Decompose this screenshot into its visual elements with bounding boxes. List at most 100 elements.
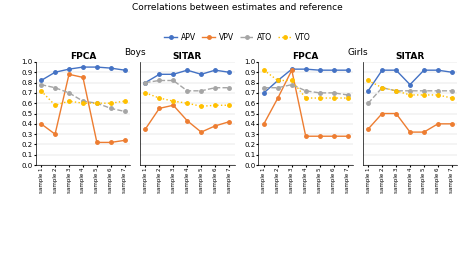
VPV — [331, 135, 337, 138]
VPV — [38, 122, 44, 125]
VTO — [108, 102, 114, 105]
Line: APV: APV — [366, 68, 454, 93]
VPV — [289, 69, 295, 72]
VPV — [52, 133, 58, 136]
ATO — [38, 83, 44, 86]
VTO — [331, 96, 337, 100]
APV — [143, 81, 148, 84]
APV — [198, 73, 204, 76]
APV — [379, 69, 385, 72]
APV — [156, 73, 162, 76]
ATO — [94, 102, 100, 105]
ATO — [421, 89, 427, 92]
ATO — [331, 91, 337, 94]
APV — [52, 71, 58, 74]
ATO — [108, 107, 114, 110]
APV — [365, 89, 371, 92]
ATO — [261, 86, 267, 89]
APV — [226, 71, 232, 74]
APV — [407, 83, 413, 86]
APV — [303, 68, 309, 71]
ATO — [212, 86, 218, 89]
VPV — [226, 120, 232, 123]
ATO — [435, 89, 441, 92]
Line: ATO: ATO — [366, 86, 454, 105]
ATO — [289, 83, 295, 86]
VTO — [156, 96, 162, 100]
ATO — [303, 89, 309, 92]
VTO — [421, 93, 427, 96]
VPV — [261, 122, 267, 125]
VTO — [143, 91, 148, 94]
VTO — [38, 89, 44, 92]
ATO — [143, 81, 148, 84]
APV — [122, 69, 128, 72]
Legend: APV, VPV, ATO, VTO: APV, VPV, ATO, VTO — [161, 30, 313, 45]
VTO — [52, 104, 58, 107]
VTO — [198, 105, 204, 108]
VPV — [421, 131, 427, 134]
APV — [171, 73, 176, 76]
Line: APV: APV — [39, 65, 127, 82]
VPV — [303, 135, 309, 138]
VTO — [379, 86, 385, 89]
Line: ATO: ATO — [262, 83, 349, 97]
Text: Girls: Girls — [347, 48, 368, 57]
APV — [289, 68, 295, 71]
Title: FPCA: FPCA — [292, 52, 319, 61]
Line: ATO: ATO — [39, 83, 127, 113]
VTO — [345, 96, 350, 100]
APV — [393, 69, 399, 72]
ATO — [171, 79, 176, 82]
APV — [449, 71, 455, 74]
VTO — [449, 96, 455, 100]
ATO — [275, 86, 281, 89]
ATO — [122, 110, 128, 113]
VPV — [143, 127, 148, 131]
APV — [435, 69, 441, 72]
APV — [345, 69, 350, 72]
ATO — [407, 89, 413, 92]
VPV — [345, 135, 350, 138]
ATO — [379, 86, 385, 89]
Text: Correlations between estimates and reference: Correlations between estimates and refer… — [132, 3, 342, 12]
VPV — [80, 76, 86, 79]
Title: SITAR: SITAR — [173, 52, 202, 61]
VTO — [275, 79, 281, 82]
Line: VPV: VPV — [39, 72, 127, 144]
Line: VTO: VTO — [144, 91, 231, 108]
APV — [421, 69, 427, 72]
VTO — [80, 102, 86, 105]
APV — [317, 69, 322, 72]
VTO — [212, 104, 218, 107]
Line: VPV: VPV — [262, 68, 349, 138]
VTO — [303, 96, 309, 100]
Line: VTO: VTO — [39, 89, 127, 107]
ATO — [156, 79, 162, 82]
ATO — [365, 102, 371, 105]
APV — [275, 79, 281, 82]
VTO — [317, 96, 322, 100]
ATO — [226, 86, 232, 89]
Line: VPV: VPV — [144, 103, 231, 134]
VPV — [108, 141, 114, 144]
VTO — [435, 93, 441, 96]
ATO — [66, 91, 72, 94]
VPV — [66, 73, 72, 76]
APV — [184, 69, 190, 72]
ATO — [198, 89, 204, 92]
VPV — [184, 119, 190, 122]
Line: ATO: ATO — [144, 79, 231, 93]
VPV — [379, 112, 385, 115]
APV — [38, 79, 44, 82]
VTO — [171, 100, 176, 103]
VPV — [212, 124, 218, 127]
VTO — [261, 69, 267, 72]
ATO — [80, 100, 86, 103]
Line: VPV: VPV — [366, 112, 454, 134]
VPV — [449, 122, 455, 125]
APV — [212, 69, 218, 72]
VPV — [365, 127, 371, 131]
ATO — [345, 93, 350, 96]
APV — [94, 66, 100, 69]
